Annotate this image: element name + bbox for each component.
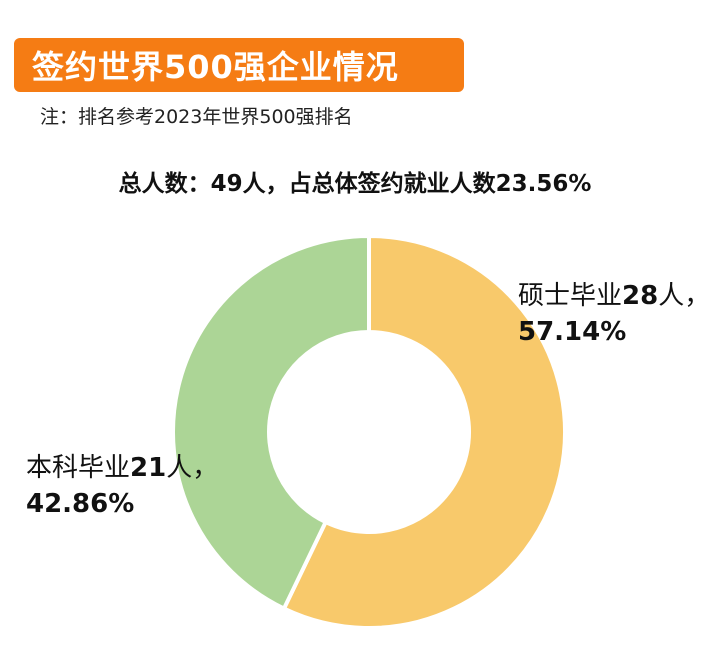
slice-label-master-unit: 人， <box>658 281 710 311</box>
slice-label-bachelor-category: 本科毕业 <box>26 453 131 483</box>
donut-slice-bachelor <box>171 233 371 612</box>
slice-label-master-count: 28 <box>622 281 659 311</box>
slice-label-master-percent: 57.14% <box>518 317 627 347</box>
slice-label-bachelor-percent: 42.86% <box>26 489 135 519</box>
slice-label-bachelor: 本科毕业21人， 42.86% <box>26 450 218 522</box>
slice-label-master: 硕士毕业28人， 57.14% <box>518 278 710 350</box>
slice-label-bachelor-count: 21 <box>130 453 167 483</box>
page-title: 签约世界500强企业情况 <box>32 48 399 86</box>
title-banner: 签约世界500强企业情况 <box>14 38 464 92</box>
slice-label-bachelor-unit: 人， <box>166 453 219 483</box>
chart-summary: 总人数：49人，占总体签约就业人数23.56% <box>118 171 592 197</box>
donut-slice-master <box>281 233 567 630</box>
slice-label-master-category: 硕士毕业 <box>518 281 623 311</box>
ranking-note: 注：排名参考2023年世界500强排名 <box>40 106 353 128</box>
